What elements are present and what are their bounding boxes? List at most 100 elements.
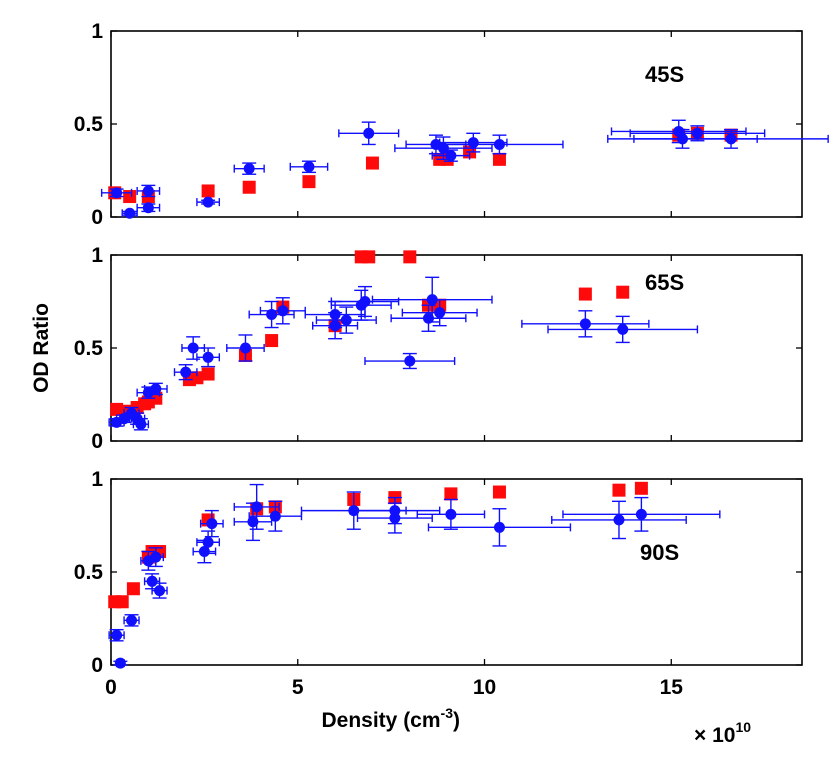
blue-point	[691, 127, 703, 139]
y-tick-label: 0	[91, 430, 103, 453]
x-axis-label-superscript: -3	[441, 705, 454, 721]
y-tick-label: 0	[91, 206, 103, 229]
red-point	[634, 481, 648, 495]
y-tick-label: 1	[91, 468, 103, 491]
red-point	[190, 371, 204, 385]
blue-point-group	[390, 304, 467, 332]
blue-point-group	[416, 498, 486, 530]
blue-point-group	[108, 628, 125, 642]
blue-point	[243, 163, 255, 175]
blue-point-group	[431, 149, 471, 162]
panel-label: 45S	[645, 62, 684, 87]
y-axis-label: OD Ratio	[30, 303, 53, 393]
blue-point	[445, 508, 457, 520]
blue-point-group	[196, 530, 221, 555]
red-point	[492, 152, 506, 166]
blue-point	[142, 185, 154, 197]
x-tick-label: 5	[292, 676, 304, 699]
blue-point-group	[248, 300, 295, 329]
blue-point-group	[143, 382, 168, 396]
blue-point-group	[435, 134, 564, 155]
y-tick-label: 0.5	[74, 113, 104, 136]
blue-point	[251, 501, 263, 513]
panel-frame	[110, 478, 803, 666]
blue-point	[239, 342, 251, 354]
blue-point	[359, 296, 371, 307]
blue-point-group	[427, 508, 572, 547]
x-tick-label: 15	[660, 676, 684, 699]
red-point	[362, 250, 376, 264]
blue-point	[202, 196, 214, 208]
blue-point-group	[100, 187, 133, 199]
blue-point	[111, 187, 123, 199]
blue-point-group	[121, 207, 138, 219]
blue-point-group	[151, 582, 168, 599]
y-tick-label: 0	[91, 654, 103, 677]
blue-point	[493, 138, 505, 150]
blue-point-group	[147, 547, 164, 568]
blue-point	[269, 510, 281, 522]
blue-point	[303, 161, 315, 173]
red-point	[123, 190, 137, 204]
blue-point	[613, 514, 625, 526]
panel-label: 65S	[645, 270, 684, 295]
blue-point	[635, 508, 647, 520]
blue-point-group	[132, 417, 150, 431]
blue-point	[725, 133, 737, 145]
blue-point-group	[136, 184, 161, 198]
y-tick-label: 0.5	[74, 337, 104, 360]
blue-point-group	[401, 298, 478, 327]
blue-point	[426, 294, 438, 306]
x-axis-multiplier: × 1010	[694, 719, 751, 747]
blue-point-group	[371, 276, 493, 323]
blue-point	[404, 355, 416, 367]
red-point	[242, 180, 256, 194]
blue-point	[389, 512, 401, 524]
blue-point	[187, 342, 199, 354]
red-point	[265, 334, 279, 348]
blue-point-group	[394, 136, 493, 161]
red-point	[365, 156, 379, 170]
blue-point	[146, 575, 158, 587]
x-multiplier-exponent: 10	[735, 719, 751, 735]
blue-point-group	[562, 496, 721, 532]
panel-frame	[110, 30, 803, 218]
panel-label: 90S	[640, 540, 679, 565]
blue-point-group	[196, 196, 221, 208]
blue-point-group	[233, 483, 280, 530]
blue-point	[329, 309, 341, 321]
red-point	[110, 402, 124, 416]
blue-point	[363, 127, 375, 139]
blue-point	[266, 309, 278, 321]
red-point	[115, 595, 129, 609]
blue-point	[202, 351, 214, 363]
x-tick-label: 10	[473, 676, 496, 699]
blue-point	[434, 307, 446, 319]
blue-point	[118, 413, 130, 425]
x-axis-label: Density (cm-3)	[322, 705, 461, 732]
blue-point-group	[199, 509, 224, 538]
y-tick-label: 1	[91, 20, 103, 43]
blue-point-group	[113, 657, 128, 669]
red-point	[201, 367, 215, 381]
red-point	[616, 285, 630, 299]
blue-point	[126, 614, 138, 626]
red-point	[612, 483, 626, 497]
panel-45S: 0 0.5 1 45S	[74, 20, 829, 229]
red-point	[403, 250, 417, 264]
blue-point	[247, 516, 259, 528]
x-axis-label-close: )	[453, 709, 460, 732]
blue-point	[135, 418, 147, 430]
red-point	[492, 485, 506, 499]
blue-point-group	[521, 310, 650, 338]
blue-point	[617, 323, 629, 335]
blue-point-group	[173, 364, 198, 381]
blue-point-group	[196, 347, 221, 368]
blue-point	[198, 546, 210, 558]
blue-point-group	[233, 162, 265, 175]
blue-point	[467, 137, 479, 149]
blue-point	[445, 150, 457, 162]
